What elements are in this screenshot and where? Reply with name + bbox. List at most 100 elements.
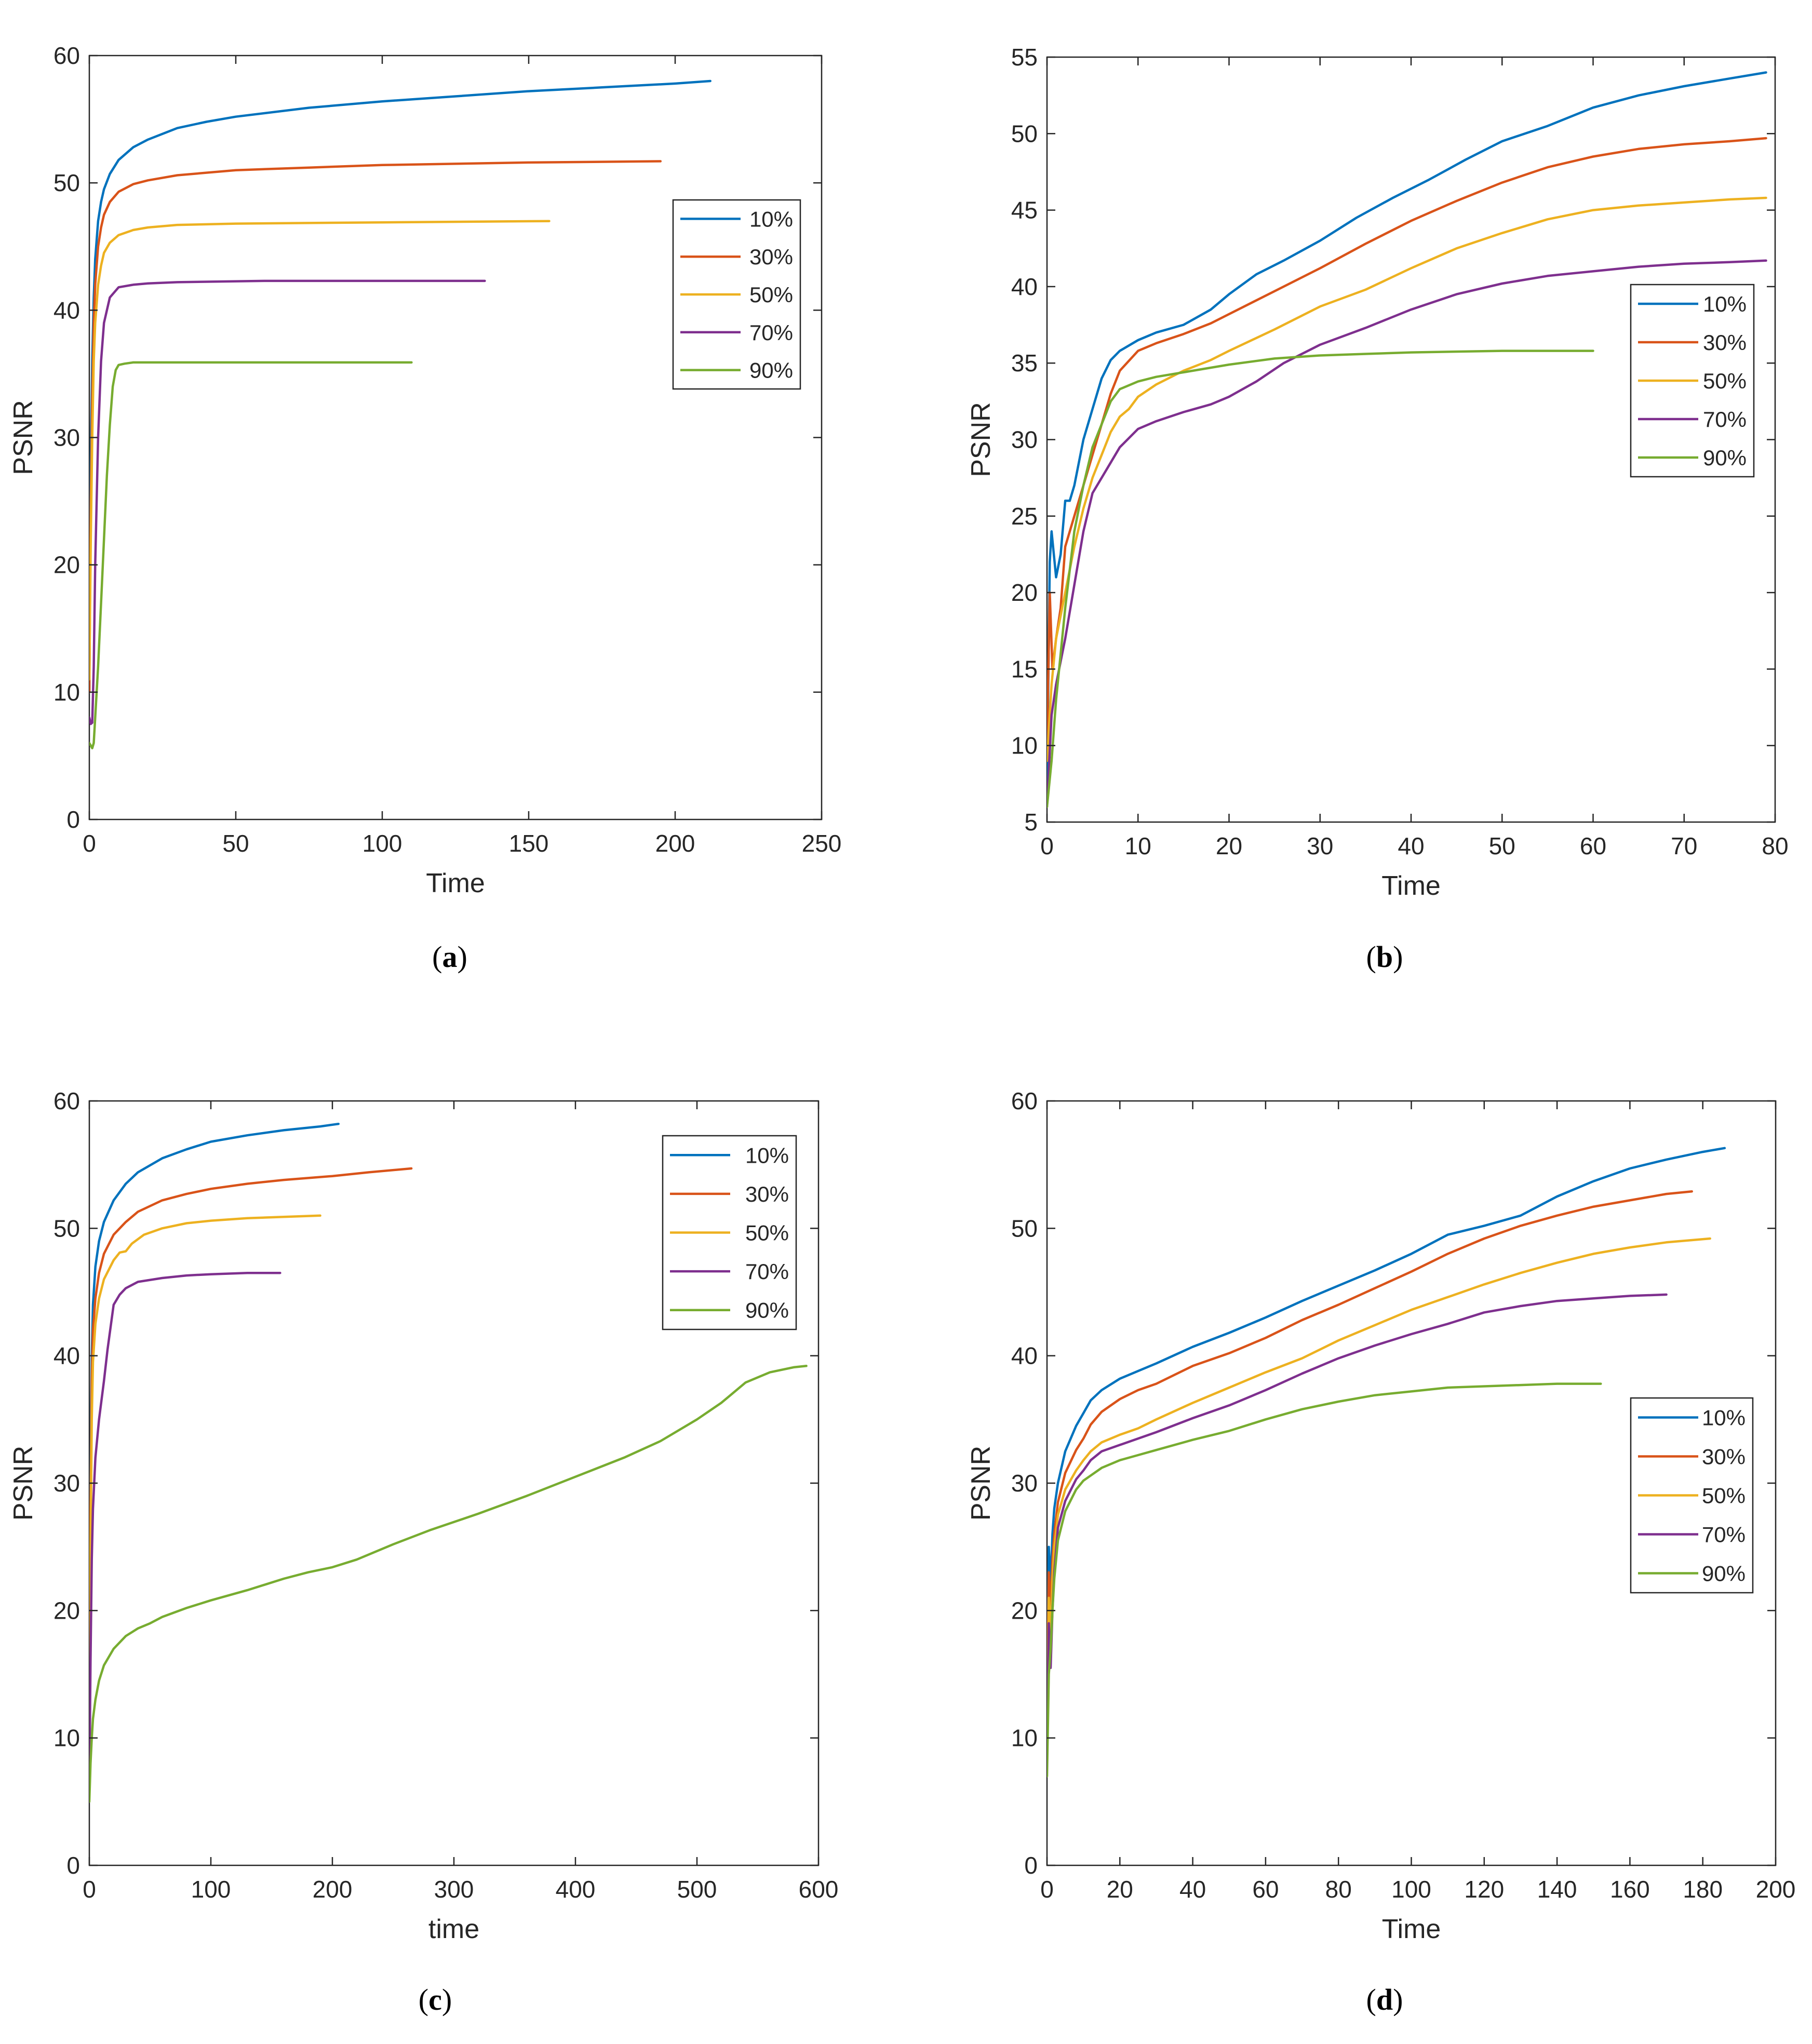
series-line-50pct bbox=[89, 1214, 321, 1714]
series-line-70pct bbox=[1047, 259, 1767, 808]
x-tick-label: 250 bbox=[802, 830, 842, 857]
y-tick-label: 15 bbox=[1011, 655, 1038, 682]
y-tick-label: 20 bbox=[53, 552, 80, 579]
axes-box bbox=[88, 55, 823, 821]
x-tick-label: 200 bbox=[313, 1876, 353, 1903]
series-line-50pct bbox=[1047, 1237, 1711, 1739]
series-line-30pct bbox=[1047, 1190, 1693, 1714]
x-tick-label: 200 bbox=[655, 830, 695, 857]
x-tick-label: 100 bbox=[363, 830, 402, 857]
legend-label: 10% bbox=[1703, 292, 1747, 316]
subfigure-caption: (b) bbox=[1366, 940, 1403, 974]
y-tick-label: 45 bbox=[1011, 197, 1038, 224]
legend-label: 50% bbox=[1703, 369, 1747, 393]
legend-label: 70% bbox=[1703, 407, 1747, 432]
legend-label: 10% bbox=[745, 1143, 789, 1167]
y-axis-label: PSNR bbox=[966, 1446, 996, 1521]
legend: 10% 30% 50% 70% 90% bbox=[1630, 284, 1755, 478]
series-line-10pct bbox=[1047, 1147, 1726, 1714]
y-tick-label: 30 bbox=[1011, 1470, 1038, 1497]
y-tick-label: 10 bbox=[1011, 732, 1038, 759]
chart-d: 0 20 40 60 80 100 120 140 160 180 200 0 10 20 30 40 50 60… bbox=[966, 1087, 1795, 2016]
legend: 10% 30% 50% 70% 90% bbox=[672, 199, 801, 390]
legend-label: 90% bbox=[1702, 1562, 1746, 1586]
chart-a: 0 50 100 150 200 250 0 10 20 30 40 50 60 Time PSNR 10% 3… bbox=[8, 42, 841, 974]
series-line-30pct bbox=[1047, 137, 1767, 747]
x-tick-label: 0 bbox=[1040, 832, 1054, 859]
y-tick-label: 0 bbox=[1024, 1852, 1038, 1879]
legend-label: 50% bbox=[1702, 1484, 1746, 1508]
x-tick-label: 100 bbox=[1391, 1876, 1431, 1903]
series-group bbox=[89, 1122, 808, 1803]
x-tick-label: 200 bbox=[1756, 1876, 1796, 1903]
subfigure-caption: (d) bbox=[1366, 1983, 1403, 2016]
series-group bbox=[1047, 71, 1767, 808]
x-tick-label: 120 bbox=[1464, 1876, 1504, 1903]
y-tick-label: 60 bbox=[53, 42, 80, 69]
series-line-90pct bbox=[1047, 1382, 1602, 1778]
series-line-30pct bbox=[89, 1167, 413, 1688]
y-tick-label: 20 bbox=[1011, 1597, 1038, 1624]
x-tick-label: 150 bbox=[509, 830, 549, 857]
legend-label: 70% bbox=[1702, 1523, 1746, 1547]
y-tick-label: 30 bbox=[53, 1470, 80, 1497]
x-tick-label: 0 bbox=[83, 830, 96, 857]
chart-b: 0 10 20 30 40 50 60 70 80 5 10 15 20 25 30 35 40 45 50 55 Ti… bbox=[966, 44, 1789, 974]
y-tick-label: 50 bbox=[53, 169, 80, 196]
x-axis-label: Time bbox=[426, 868, 485, 898]
series-group bbox=[1047, 1147, 1726, 1778]
x-tick-label: 30 bbox=[1307, 832, 1333, 859]
subfigure-caption: (c) bbox=[419, 1983, 452, 2016]
series-line-90pct bbox=[89, 1365, 808, 1803]
y-tick-label: 0 bbox=[66, 1852, 80, 1879]
y-axis-label: PSNR bbox=[8, 1446, 38, 1521]
x-tick-label: 100 bbox=[191, 1876, 231, 1903]
legend-label: 90% bbox=[1703, 446, 1747, 470]
series-line-10pct bbox=[89, 79, 712, 694]
x-tick-label: 0 bbox=[1040, 1876, 1054, 1903]
series-line-70pct bbox=[89, 1271, 281, 1791]
legend-label: 50% bbox=[745, 1221, 789, 1245]
y-tick-label: 20 bbox=[53, 1597, 80, 1624]
series-line-90pct bbox=[89, 361, 413, 749]
y-tick-label: 60 bbox=[1011, 1087, 1038, 1114]
x-tick-label: 10 bbox=[1125, 832, 1151, 859]
y-tick-label: 30 bbox=[53, 424, 80, 451]
x-tick-label: 300 bbox=[434, 1876, 474, 1903]
x-tick-label: 60 bbox=[1580, 832, 1606, 859]
x-tick-label: 0 bbox=[83, 1876, 96, 1903]
legend-label: 30% bbox=[745, 1182, 789, 1206]
y-tick-label: 40 bbox=[53, 297, 80, 324]
y-tick-label: 40 bbox=[1011, 1342, 1038, 1369]
legend: 10% 30% 50% 70% 90% bbox=[1630, 1397, 1754, 1594]
legend-label: 10% bbox=[749, 207, 793, 231]
x-tick-label: 80 bbox=[1762, 832, 1788, 859]
x-tick-label: 40 bbox=[1398, 832, 1424, 859]
x-axis-label: time bbox=[428, 1914, 479, 1944]
y-tick-label: 40 bbox=[53, 1342, 80, 1369]
x-tick-label: 50 bbox=[222, 830, 249, 857]
y-tick-label: 60 bbox=[53, 1087, 80, 1114]
x-tick-label: 500 bbox=[677, 1876, 717, 1903]
y-tick-label: 50 bbox=[1011, 120, 1038, 147]
x-tick-label: 70 bbox=[1671, 832, 1697, 859]
legend-label: 70% bbox=[745, 1259, 789, 1284]
x-tick-label: 140 bbox=[1537, 1876, 1577, 1903]
legend-label: 70% bbox=[749, 320, 793, 345]
legend-label: 90% bbox=[749, 358, 793, 383]
chart-c: 0 100 200 300 400 500 600 0 10 20 30 40 50 60 time PSNR… bbox=[8, 1087, 838, 2016]
y-tick-label: 10 bbox=[53, 1725, 80, 1752]
y-tick-label: 35 bbox=[1011, 349, 1038, 376]
legend-label: 90% bbox=[745, 1298, 789, 1323]
y-tick-label: 5 bbox=[1024, 809, 1038, 836]
series-line-10pct bbox=[1047, 71, 1767, 793]
y-tick-label: 0 bbox=[66, 806, 80, 833]
y-tick-label: 50 bbox=[53, 1215, 80, 1242]
y-tick-label: 30 bbox=[1011, 426, 1038, 453]
series-line-30pct bbox=[89, 160, 662, 694]
legend-label: 30% bbox=[1703, 330, 1747, 355]
series-group bbox=[89, 79, 712, 749]
series-line-70pct bbox=[89, 279, 486, 725]
legend-label: 10% bbox=[1702, 1406, 1746, 1430]
